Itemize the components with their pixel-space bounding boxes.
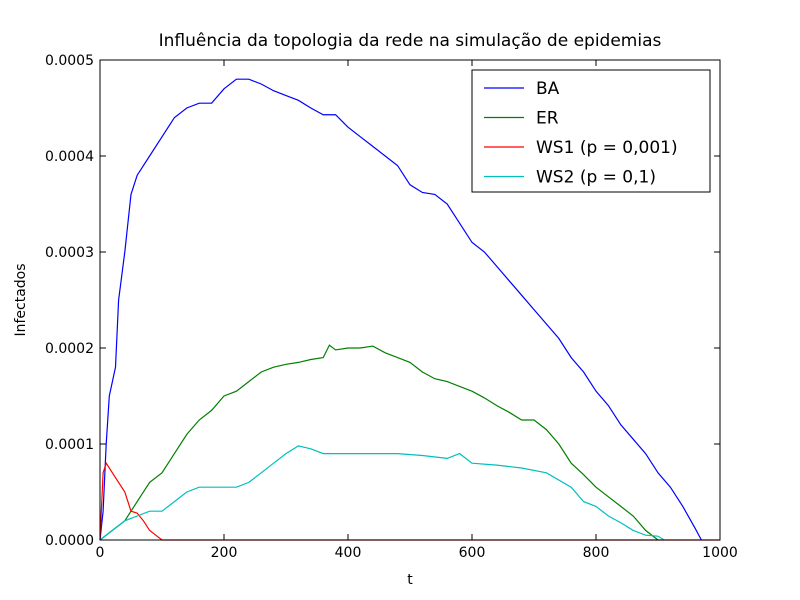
- x-tick-label: 1000: [702, 545, 738, 561]
- legend: BA ER WS1 (p = 0,001) WS2 (p = 0,1): [471, 69, 711, 193]
- x-axis-label: t: [407, 572, 413, 588]
- y-tick-label: 0.0005: [45, 53, 94, 69]
- x-tick-label: 400: [335, 545, 362, 561]
- legend-label: BA: [536, 79, 560, 99]
- legend-label: WS1 (p = 0,001): [536, 138, 678, 158]
- data-line: [99, 344, 659, 541]
- legend-box: [471, 69, 711, 193]
- data-line: [99, 461, 720, 541]
- plot-frame: [99, 59, 721, 541]
- x-tick-label: 600: [459, 545, 486, 561]
- y-tick-label: 0.0001: [45, 437, 94, 453]
- data-line: [99, 445, 665, 541]
- y-tick-label: 0.0002: [45, 341, 94, 357]
- x-tick-label: 200: [211, 545, 238, 561]
- y-tick-label: 0.0004: [45, 149, 94, 165]
- legend-label: WS2 (p = 0,1): [536, 168, 656, 188]
- data-line: [99, 78, 702, 541]
- y-tick-label: 0.0000: [45, 533, 94, 549]
- y-tick-label: 0.0003: [45, 245, 94, 261]
- x-tick-label: 800: [583, 545, 610, 561]
- y-axis-label: Infectados: [13, 263, 29, 336]
- legend-label: ER: [536, 109, 559, 129]
- x-tick-label: 0: [96, 545, 105, 561]
- chart-title: Influência da topologia da rede na simul…: [159, 31, 662, 51]
